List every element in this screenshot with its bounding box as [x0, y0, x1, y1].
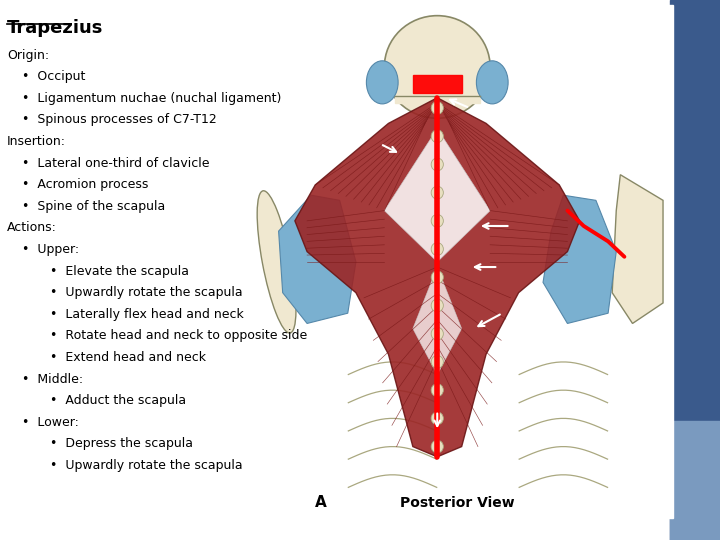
- Polygon shape: [279, 195, 356, 323]
- Text: •  Adduct the scapula: • Adduct the scapula: [50, 394, 186, 407]
- Text: •  Lateral one-third of clavicle: • Lateral one-third of clavicle: [22, 157, 209, 170]
- Text: •  Upwardly rotate the scapula: • Upwardly rotate the scapula: [50, 459, 243, 472]
- Text: •  Depress the scapula: • Depress the scapula: [50, 437, 194, 450]
- Ellipse shape: [257, 191, 296, 333]
- Text: •  Spine of the scapula: • Spine of the scapula: [22, 200, 165, 213]
- Text: Actions:: Actions:: [7, 221, 57, 234]
- Ellipse shape: [431, 384, 444, 396]
- Polygon shape: [295, 98, 580, 457]
- Text: •  Elevate the scapula: • Elevate the scapula: [50, 265, 189, 278]
- Text: •  Acromion process: • Acromion process: [22, 178, 148, 191]
- Text: Trapezius: Trapezius: [7, 19, 104, 37]
- Text: •  Spinous processes of C7-T12: • Spinous processes of C7-T12: [22, 113, 216, 126]
- Ellipse shape: [431, 271, 444, 284]
- Ellipse shape: [431, 158, 444, 171]
- Bar: [670, 0, 720, 540]
- Ellipse shape: [431, 130, 444, 143]
- Ellipse shape: [431, 299, 444, 312]
- Ellipse shape: [431, 327, 444, 340]
- Ellipse shape: [431, 412, 444, 425]
- Text: Posterior View: Posterior View: [400, 496, 515, 510]
- Ellipse shape: [431, 242, 444, 255]
- Text: •  Upwardly rotate the scapula: • Upwardly rotate the scapula: [50, 286, 243, 299]
- Text: •  Extend head and neck: • Extend head and neck: [50, 351, 207, 364]
- Ellipse shape: [431, 440, 444, 453]
- Ellipse shape: [431, 186, 444, 199]
- Bar: [670, 421, 720, 540]
- Polygon shape: [384, 129, 490, 262]
- Ellipse shape: [366, 61, 398, 104]
- Polygon shape: [612, 175, 663, 323]
- Text: •  Occiput: • Occiput: [22, 70, 85, 83]
- Ellipse shape: [431, 355, 444, 368]
- Ellipse shape: [384, 16, 490, 118]
- Text: •  Laterally flex head and neck: • Laterally flex head and neck: [50, 308, 244, 321]
- Bar: [266, 5, 673, 518]
- Text: •  Rotate head and neck to opposite side: • Rotate head and neck to opposite side: [50, 329, 307, 342]
- Text: •  Ligamentum nuchae (nuchal ligament): • Ligamentum nuchae (nuchal ligament): [22, 92, 281, 105]
- Text: •  Lower:: • Lower:: [22, 416, 78, 429]
- Text: •  Upper:: • Upper:: [22, 243, 78, 256]
- Polygon shape: [543, 195, 616, 323]
- Bar: [413, 75, 462, 93]
- Text: •  Middle:: • Middle:: [22, 373, 83, 386]
- Text: Insertion:: Insertion:: [7, 135, 66, 148]
- Ellipse shape: [431, 214, 444, 227]
- Text: Origin:: Origin:: [7, 49, 50, 62]
- Polygon shape: [413, 267, 462, 375]
- Ellipse shape: [477, 61, 508, 104]
- Bar: [395, 82, 480, 103]
- Text: A: A: [315, 495, 326, 510]
- Ellipse shape: [431, 102, 444, 114]
